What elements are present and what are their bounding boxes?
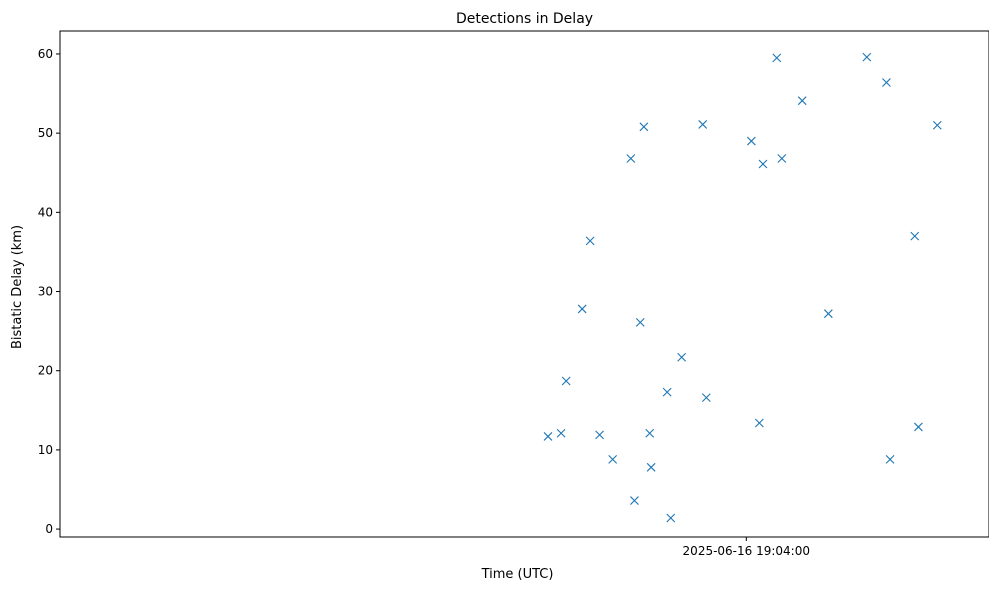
y-tick-label: 60 <box>38 47 53 61</box>
data-point <box>862 52 872 62</box>
data-point <box>662 387 672 397</box>
y-axis-ticks: 0 10 20 30 40 50 60 <box>38 47 60 536</box>
data-point <box>758 159 768 169</box>
data-point <box>772 53 782 63</box>
data-point <box>626 154 636 163</box>
y-tick-label: 10 <box>38 443 53 457</box>
data-point <box>646 462 656 472</box>
y-tick-label: 50 <box>38 126 53 140</box>
plot-frame <box>59 30 989 538</box>
data-point <box>585 236 595 246</box>
x-tick-label: 2025-06-16 19:04:00 <box>683 544 810 558</box>
x-axis-label: Time (UTC) <box>481 567 554 582</box>
data-point <box>746 136 756 146</box>
data-point <box>914 422 923 432</box>
data-point <box>595 430 604 440</box>
data-point <box>543 432 553 441</box>
chart-title: Detections in Delay <box>456 11 593 27</box>
data-point <box>635 318 645 327</box>
y-axis-label: Bistatic Delay (km) <box>10 225 25 349</box>
data-point <box>608 455 618 464</box>
data-point <box>701 393 711 403</box>
data-point <box>754 418 764 428</box>
y-tick-label: 40 <box>38 205 53 219</box>
y-tick-label: 0 <box>45 522 53 536</box>
points-layer <box>543 52 942 523</box>
data-point <box>645 428 655 438</box>
data-point <box>639 122 649 132</box>
data-point <box>797 96 807 106</box>
data-point <box>885 455 895 464</box>
data-point <box>630 496 639 505</box>
data-point <box>698 120 708 129</box>
data-point <box>561 376 571 386</box>
data-point <box>910 231 920 241</box>
data-point <box>666 513 676 523</box>
y-tick-label: 20 <box>38 364 53 378</box>
data-point <box>823 309 833 319</box>
y-tick-label: 30 <box>38 285 53 299</box>
data-point <box>556 428 566 438</box>
x-axis-ticks: 2025-06-16 19:04:002025-06-16 19:05:0020… <box>683 537 810 558</box>
data-point <box>932 120 942 130</box>
data-point <box>777 154 787 163</box>
data-point <box>677 352 687 362</box>
data-point <box>882 78 891 87</box>
data-point <box>577 304 587 314</box>
